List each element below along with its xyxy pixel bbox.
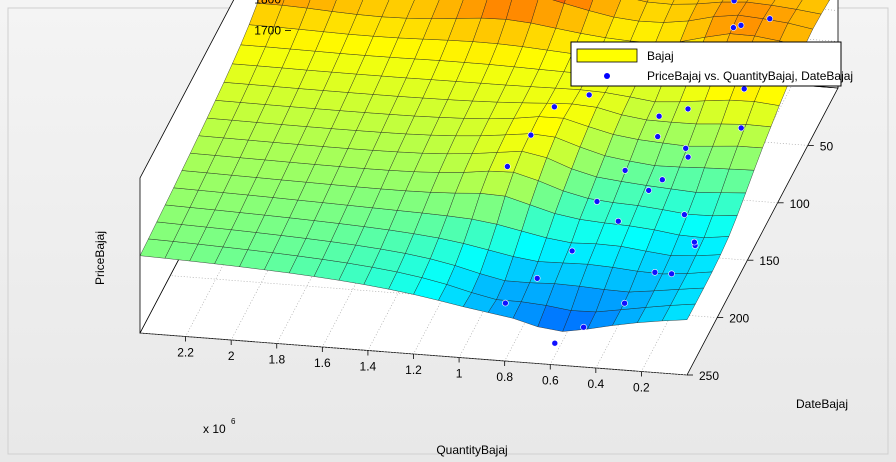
x-tick-label: 2 [228,349,235,363]
surface-plot [139,0,830,332]
legend-label-bajaj: Bajaj [647,49,674,63]
y-tick-label: 50 [820,139,834,153]
data-point [737,124,745,132]
x-tick-label: 0.2 [633,381,650,395]
surface-patch [796,0,830,15]
z-tick-label: 1700 [254,24,281,38]
data-point [740,85,748,93]
data-point [527,131,535,139]
z-axis-ticks: 17001800190020002100 [254,0,291,38]
surface-patch [552,0,566,4]
y-tick-label: 250 [699,369,719,383]
x-tick-label: 1.2 [405,363,422,377]
legend: Bajaj PriceBajaj vs. QuantityBajaj, Date… [570,41,853,87]
x-tick-label: 1.6 [314,356,331,370]
data-point [504,163,511,170]
data-point [568,247,576,255]
data-point [658,176,666,183]
y-tick-label: 200 [729,312,749,326]
z-tick-label: 1800 [254,0,281,7]
legend-label-scatter: PriceBajaj vs. QuantityBajaj, DateBajaj [647,69,853,83]
data-point [684,153,692,161]
surface-patch [646,0,675,5]
legend-marker-scatter [604,73,610,79]
surface-patch [696,0,724,5]
data-point [614,217,622,225]
data-point [737,21,745,29]
x-axis-exponent-base: x 10 [203,422,226,436]
x-axis-label: QuantityBajaj [436,443,507,457]
data-point [645,187,653,194]
data-point [580,323,587,331]
data-point [585,91,593,99]
x-axis-ticks: 0.2 0.4 0.6 0.8 1 1.2 1.4 1.6 1.8 2 2.2 [177,336,650,395]
x-tick-label: 0.6 [542,374,559,388]
x-tick-label: 0.8 [496,370,513,384]
x-tick-label: 1.4 [360,360,377,374]
y-axis-label: DateBajaj [796,397,848,411]
data-point [668,270,675,278]
data-point [682,145,690,152]
data-point [502,299,509,307]
data-point [621,299,628,307]
data-point [621,167,629,174]
x-tick-label: 1 [456,367,463,381]
data-point [651,268,659,276]
data-point [655,112,663,120]
data-point [766,15,774,23]
z-axis-label: PriceBajaj [93,231,107,285]
surface-patch [257,0,285,6]
y-tick-label: 150 [759,254,779,268]
data-point [551,103,558,111]
data-point [730,0,738,4]
data-point [684,105,692,113]
y-axis-ticks: 50 100 150 200 250 [687,139,833,383]
surface-patch [637,0,649,3]
data-point [691,238,698,246]
data-point [593,198,601,205]
data-point [533,274,541,282]
data-point [551,339,559,347]
x-tick-label: 0.4 [587,377,604,391]
data-point [730,24,737,31]
x-tick-label: 2.2 [177,346,194,360]
x-tick-label: 1.8 [268,353,285,367]
surface-patch [671,0,700,5]
y-tick-label: 100 [790,197,810,211]
x-axis-exponent-power: 6 [231,417,236,426]
legend-swatch-bajaj [576,48,638,63]
data-point [654,133,662,140]
data-point [681,211,688,218]
